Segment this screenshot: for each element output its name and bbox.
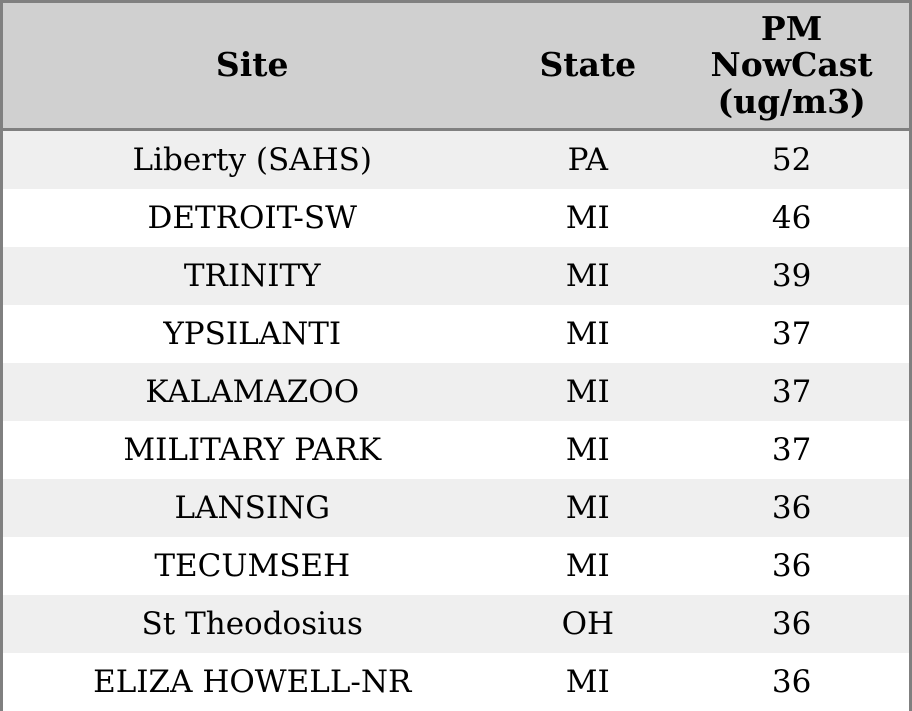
cell-pm: 46	[771, 200, 812, 236]
table-row: Liberty (SAHS) PA 52	[1, 129, 911, 189]
column-header-state-label: State	[539, 45, 637, 85]
cell-pm: 52	[771, 142, 812, 178]
table-row: KALAMAZOO MI 37	[1, 363, 911, 421]
cell-state: MI	[565, 432, 610, 468]
header-row: Site State PM NowCast (ug/m3)	[1, 1, 911, 131]
cell-site: St Theodosius	[141, 606, 363, 642]
cell-state: MI	[565, 490, 610, 526]
cell-site: LANSING	[174, 490, 330, 526]
cell-site: Liberty (SAHS)	[132, 142, 372, 178]
cell-site: KALAMAZOO	[145, 374, 360, 410]
table-header: Site State PM NowCast (ug/m3)	[1, 1, 911, 131]
cell-site: YPSILANTI	[163, 316, 342, 352]
cell-site: TRINITY	[183, 258, 321, 294]
cell-state: OH	[561, 606, 615, 642]
cell-pm: 36	[771, 548, 812, 584]
column-header-site-label: Site	[215, 45, 289, 85]
column-header-pm-nowcast-label: PM NowCast (ug/m3)	[710, 9, 873, 121]
table-row: TRINITY MI 39	[1, 247, 911, 305]
table-row: YPSILANTI MI 37	[1, 305, 911, 363]
cell-site: ELIZA HOWELL-NR	[93, 664, 412, 700]
cell-site: TECUMSEH	[154, 548, 351, 584]
cell-pm: 39	[771, 258, 812, 294]
cell-state: MI	[565, 200, 610, 236]
cell-state: MI	[565, 258, 610, 294]
cell-state: MI	[565, 374, 610, 410]
cell-state: MI	[565, 548, 610, 584]
column-header-state: State	[501, 1, 675, 131]
table-row: LANSING MI 36	[1, 479, 911, 537]
table-row: ELIZA HOWELL-NR MI 36	[1, 653, 911, 711]
table-row: TECUMSEH MI 36	[1, 537, 911, 595]
cell-site: DETROIT-SW	[147, 200, 357, 236]
cell-pm: 36	[771, 606, 812, 642]
table-body: Liberty (SAHS) PA 52 DETROIT-SW MI 46 TR…	[1, 129, 911, 711]
cell-pm: 36	[771, 490, 812, 526]
cell-state: MI	[565, 664, 610, 700]
table-row: St Theodosius OH 36	[1, 595, 911, 653]
cell-state: MI	[565, 316, 610, 352]
cell-pm: 36	[771, 664, 812, 700]
column-header-site: Site	[1, 1, 502, 131]
cell-pm: 37	[771, 374, 812, 410]
cell-site: MILITARY PARK	[123, 432, 382, 468]
cell-pm: 37	[771, 432, 812, 468]
cell-state: PA	[567, 142, 608, 178]
table-row: DETROIT-SW MI 46	[1, 189, 911, 247]
table-row: MILITARY PARK MI 37	[1, 421, 911, 479]
column-header-pm-nowcast: PM NowCast (ug/m3)	[674, 1, 911, 131]
cell-pm: 37	[771, 316, 812, 352]
